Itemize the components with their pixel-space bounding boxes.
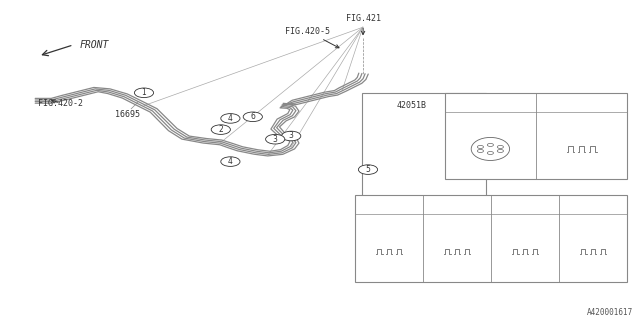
Circle shape: [482, 96, 499, 105]
Bar: [362, 93, 486, 198]
Text: FIG.421: FIG.421: [346, 14, 381, 35]
Circle shape: [477, 145, 483, 148]
Circle shape: [243, 112, 262, 122]
Text: 42051A: 42051A: [477, 114, 504, 124]
Ellipse shape: [471, 138, 509, 161]
Text: 3: 3: [289, 132, 294, 140]
Circle shape: [585, 199, 602, 207]
Text: 4: 4: [455, 198, 460, 207]
Text: 2: 2: [218, 125, 223, 134]
Text: 42037B*E: 42037B*E: [576, 217, 610, 223]
Circle shape: [573, 96, 590, 105]
Text: FRONT: FRONT: [80, 40, 109, 50]
Text: FIG.420-5: FIG.420-5: [285, 27, 339, 48]
Circle shape: [266, 134, 285, 144]
Circle shape: [449, 199, 465, 207]
Text: A420001617: A420001617: [588, 308, 634, 317]
Circle shape: [381, 199, 397, 207]
Text: 42051B: 42051B: [397, 101, 427, 110]
Circle shape: [221, 114, 240, 123]
Bar: [355, 195, 627, 282]
Text: 3: 3: [387, 198, 392, 207]
Text: 42037B*J: 42037B*J: [372, 217, 406, 223]
Text: 1: 1: [141, 88, 147, 97]
Text: 1: 1: [488, 96, 493, 105]
Bar: [445, 93, 627, 179]
Text: 5: 5: [365, 165, 371, 174]
Text: 16695: 16695: [115, 110, 141, 119]
Circle shape: [487, 151, 493, 155]
Circle shape: [497, 149, 504, 153]
Text: 4: 4: [228, 157, 233, 166]
Circle shape: [134, 88, 154, 98]
Circle shape: [487, 143, 493, 147]
Text: 5: 5: [523, 198, 527, 207]
Circle shape: [517, 199, 534, 207]
Text: 6: 6: [250, 112, 255, 121]
Text: 42037B*F: 42037B*F: [508, 217, 542, 223]
Text: 4: 4: [228, 114, 233, 123]
Circle shape: [358, 165, 378, 174]
Circle shape: [211, 125, 230, 134]
Circle shape: [497, 145, 504, 148]
Text: 42037B*I: 42037B*I: [563, 114, 600, 124]
Circle shape: [221, 157, 240, 166]
Text: 6: 6: [591, 198, 596, 207]
Text: 3: 3: [273, 135, 278, 144]
Text: 42037B*I: 42037B*I: [440, 217, 474, 223]
Text: FIG.420-2: FIG.420-2: [38, 99, 83, 108]
Text: 42063: 42063: [522, 146, 547, 156]
Circle shape: [282, 131, 301, 141]
Text: 2: 2: [579, 96, 584, 105]
Circle shape: [477, 149, 483, 153]
